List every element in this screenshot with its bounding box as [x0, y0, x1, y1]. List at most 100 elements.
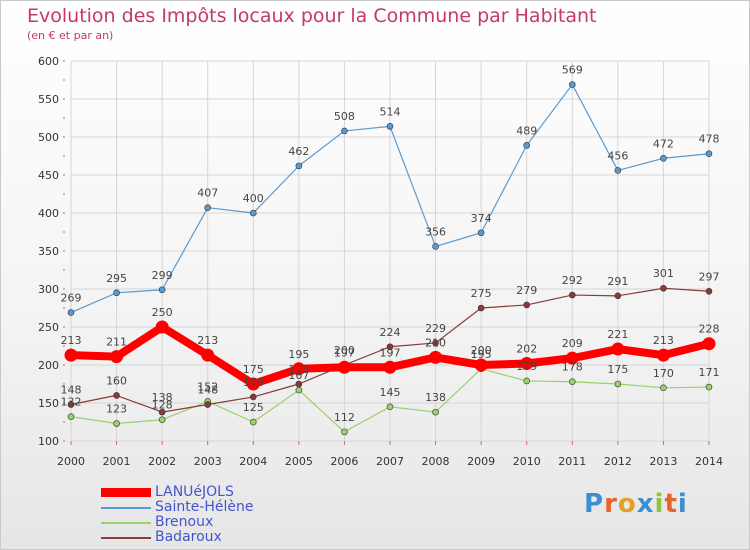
data-point-sainte-helene	[660, 154, 667, 162]
data-label-brenoux: 112	[334, 411, 355, 424]
data-point-lanuejols	[474, 358, 488, 372]
data-point-badaroux	[158, 408, 166, 416]
logo-letter: P	[584, 489, 605, 519]
x-tick-label: 2006	[330, 455, 358, 468]
data-point-badaroux	[523, 301, 531, 309]
data-point-brenoux	[158, 416, 166, 424]
data-label-sainte-helene: 508	[334, 110, 355, 123]
data-label-brenoux: 132	[61, 396, 82, 409]
data-label-sainte-helene: 569	[562, 64, 583, 77]
data-label-brenoux: 123	[106, 403, 127, 416]
x-tick-label: 2010	[513, 455, 541, 468]
y-tick-label: 200	[38, 359, 59, 372]
data-point-sainte-helene	[523, 142, 531, 149]
data-label-lanuejols: 175	[243, 363, 264, 376]
data-label-sainte-helene: 269	[61, 292, 82, 305]
legend-swatch-badaroux	[101, 537, 151, 539]
data-point-badaroux	[295, 380, 303, 388]
proxiti-logo: Proxiti	[584, 489, 688, 519]
data-point-brenoux	[113, 420, 120, 427]
series-sainte-helene	[67, 81, 713, 316]
series-lanuejols	[64, 320, 716, 391]
data-point-lanuejols	[292, 362, 306, 376]
y-tick-label: 600	[38, 55, 59, 68]
data-point-lanuejols	[565, 351, 579, 365]
data-point-badaroux	[568, 291, 576, 299]
y-tick-label: 150	[38, 397, 59, 410]
y-tick-label: 450	[38, 169, 59, 182]
x-tick-label: 2002	[148, 455, 176, 468]
data-point-lanuejols	[337, 360, 351, 374]
data-point-badaroux	[113, 392, 120, 399]
data-label-lanuejols: 210	[425, 336, 446, 349]
data-point-brenoux	[523, 377, 531, 385]
data-label-lanuejols: 228	[699, 323, 720, 336]
legend-label-lanuejols: LANUéJOLS	[155, 484, 234, 500]
x-tick-label: 2008	[422, 455, 450, 468]
data-label-lanuejols: 221	[607, 328, 628, 341]
data-point-sainte-helene	[158, 286, 166, 294]
y-tick-label: 250	[38, 321, 59, 334]
data-label-badaroux: 275	[471, 287, 492, 300]
data-point-lanuejols	[656, 348, 670, 362]
data-label-sainte-helene: 374	[471, 212, 492, 225]
x-tick-label: 2011	[558, 455, 586, 468]
data-point-brenoux	[341, 428, 348, 436]
legend-label-brenoux: Brenoux	[155, 514, 214, 530]
x-tick-label: 2009	[467, 455, 495, 468]
x-tick-label: 2014	[695, 455, 723, 468]
data-label-badaroux: 224	[380, 326, 401, 339]
data-label-brenoux: 138	[425, 391, 446, 404]
data-label-sainte-helene: 356	[425, 225, 446, 238]
data-point-badaroux	[432, 339, 439, 347]
data-point-lanuejols	[520, 356, 534, 370]
y-tick-label: 350	[38, 245, 59, 258]
data-label-badaroux: 279	[516, 284, 537, 297]
legend-label-sainte-helene: Sainte-Hélène	[155, 499, 254, 515]
data-label-sainte-helene: 299	[152, 269, 173, 282]
data-label-badaroux: 160	[106, 374, 127, 387]
data-label-brenoux: 175	[607, 363, 628, 376]
data-point-sainte-helene	[568, 81, 576, 88]
data-point-brenoux	[295, 386, 303, 394]
x-tick-label: 2012	[604, 455, 632, 468]
data-point-badaroux	[386, 343, 394, 351]
y-tick-label: 400	[38, 207, 59, 220]
chart-subtitle: (en € et par an)	[27, 29, 114, 42]
data-label-badaroux: 200	[334, 344, 355, 357]
logo-letter: x	[636, 489, 655, 519]
data-point-sainte-helene	[386, 123, 394, 130]
data-point-brenoux	[705, 383, 713, 391]
data-point-sainte-helene	[614, 167, 622, 174]
data-point-sainte-helene	[432, 243, 439, 250]
data-point-sainte-helene	[249, 209, 257, 217]
data-label-brenoux: 128	[152, 399, 173, 412]
data-label-lanuejols: 213	[61, 334, 82, 347]
data-point-lanuejols	[64, 348, 78, 362]
data-point-brenoux	[67, 413, 75, 420]
data-point-sainte-helene	[477, 229, 485, 237]
chart-title: Evolution des Impôts locaux pour la Comm…	[27, 5, 597, 27]
data-label-brenoux: 152	[197, 380, 218, 393]
data-label-badaroux: 148	[197, 384, 218, 397]
data-label-brenoux: 171	[699, 366, 720, 379]
y-tick-label: 500	[38, 131, 59, 144]
data-point-sainte-helene	[341, 127, 348, 135]
data-point-sainte-helene	[113, 289, 120, 297]
data-point-sainte-helene	[67, 309, 75, 316]
legend-swatch-sainte-helene	[101, 507, 151, 509]
data-point-lanuejols	[110, 350, 124, 364]
data-point-sainte-helene	[295, 162, 303, 170]
data-point-sainte-helene	[204, 204, 212, 211]
data-label-sainte-helene: 295	[106, 272, 127, 285]
data-label-sainte-helene: 462	[288, 145, 309, 158]
data-label-brenoux: 125	[243, 401, 264, 414]
data-point-badaroux	[67, 401, 75, 408]
data-label-badaroux: 138	[152, 391, 173, 404]
data-point-lanuejols	[611, 342, 625, 356]
data-point-lanuejols	[702, 337, 716, 351]
logo-letter: o	[617, 489, 637, 519]
x-tick-label: 2000	[57, 455, 85, 468]
data-point-sainte-helene	[705, 150, 713, 158]
